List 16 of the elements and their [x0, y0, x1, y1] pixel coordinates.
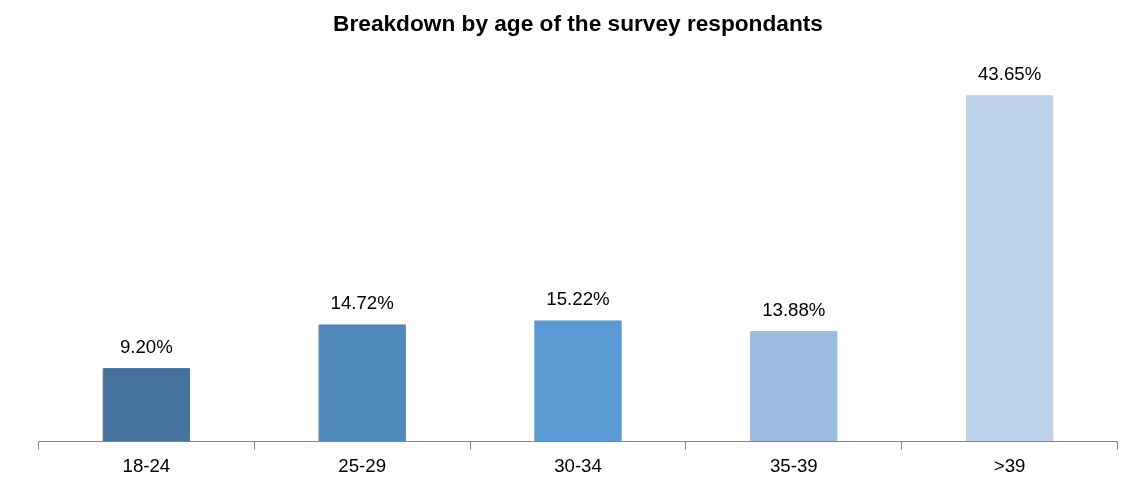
data-label: 13.88%: [762, 298, 826, 320]
data-label: 9.20%: [119, 335, 173, 357]
x-tick-label: 30-34: [554, 454, 602, 476]
bar: [750, 331, 838, 442]
x-tick-label: 18-24: [122, 454, 171, 476]
data-label: 14.72%: [330, 291, 394, 313]
x-tick-label: 35-39: [769, 454, 818, 476]
bar: [965, 95, 1054, 442]
data-label: 43.65%: [977, 62, 1042, 84]
x-tick-label: 25-29: [338, 454, 387, 476]
data-label: 15.22%: [546, 287, 610, 309]
x-tick-label: >39: [993, 454, 1026, 476]
chart-title: Breakdown by age of the survey respondants: [333, 9, 823, 36]
bar: [102, 368, 191, 442]
bar: [318, 324, 406, 442]
bar: [534, 320, 622, 442]
